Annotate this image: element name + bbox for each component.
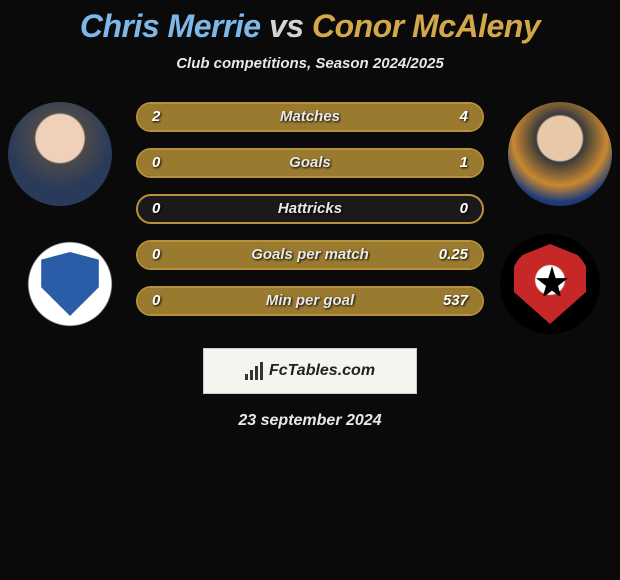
stat-label: Matches [138, 104, 482, 130]
stat-bar: 0Min per goal537 [136, 286, 484, 316]
barchart-icon [245, 362, 263, 380]
comparison-title: Chris Merrie vs Conor McAleny [0, 0, 620, 45]
stat-label: Goals [138, 150, 482, 176]
stats-area: 2Matches40Goals10Hattricks00Goals per ma… [0, 102, 620, 342]
player1-name: Chris Merrie [80, 8, 261, 44]
vs-text: vs [269, 8, 304, 44]
player2-club-badge [500, 234, 600, 334]
branding-text: FcTables.com [269, 362, 375, 380]
stat-value-player2: 0 [460, 196, 468, 222]
stat-bar: 0Goals per match0.25 [136, 240, 484, 270]
stat-value-player2: 537 [443, 288, 468, 314]
stat-bars: 2Matches40Goals10Hattricks00Goals per ma… [136, 102, 484, 332]
branding-box[interactable]: FcTables.com [203, 348, 417, 394]
stat-bar: 0Goals1 [136, 148, 484, 178]
stat-value-player2: 1 [460, 150, 468, 176]
player2-name: Conor McAleny [312, 8, 540, 44]
subtitle: Club competitions, Season 2024/2025 [0, 55, 620, 72]
stat-bar: 0Hattricks0 [136, 194, 484, 224]
stat-value-player2: 4 [460, 104, 468, 130]
player2-avatar [508, 102, 612, 206]
player1-club-badge [20, 234, 120, 334]
stat-label: Goals per match [138, 242, 482, 268]
player1-avatar [8, 102, 112, 206]
stat-label: Min per goal [138, 288, 482, 314]
stat-label: Hattricks [138, 196, 482, 222]
stat-value-player2: 0.25 [439, 242, 468, 268]
stat-bar: 2Matches4 [136, 102, 484, 132]
snapshot-date: 23 september 2024 [0, 412, 620, 430]
